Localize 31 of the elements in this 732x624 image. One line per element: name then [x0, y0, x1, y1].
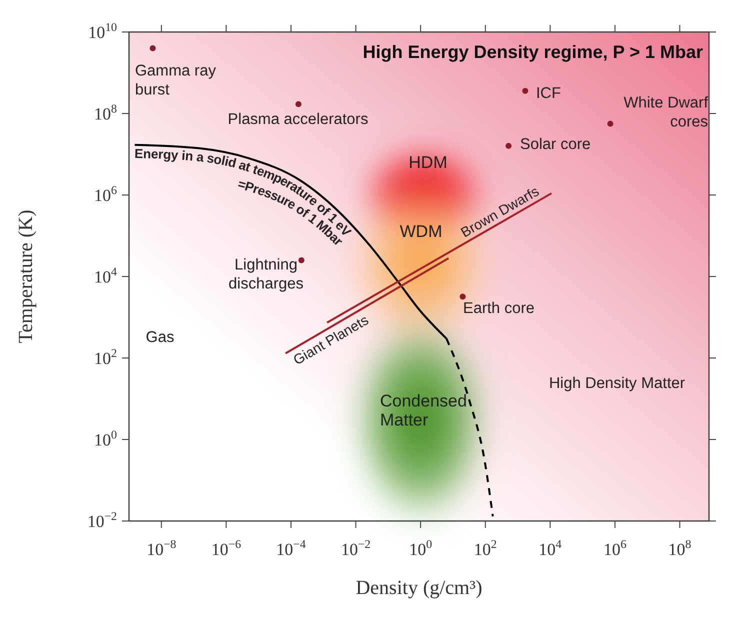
x-tick-label: 10$^{6}$: [603, 537, 626, 559]
annotation: Solar core: [520, 136, 591, 153]
y-tick-label: 10$^{10}$: [88, 20, 118, 42]
x-tick-label: 10$^{−6}$: [211, 537, 242, 559]
y-tick-label: 10$^{0}$: [94, 428, 118, 450]
annotation: Condensed Matter: [380, 392, 467, 430]
annotation: High Density Matter: [548, 375, 686, 392]
y-tick-label: 10$^{2}$: [94, 346, 118, 368]
x-tick-label: 10$^{8}$: [668, 537, 692, 559]
x-tick-label: 10$^{−2}$: [340, 537, 371, 559]
x-tick-label: 10$^{0}$: [409, 537, 432, 559]
annotation: Gas: [146, 329, 174, 346]
annotation: ICF: [536, 85, 561, 102]
annotation: Plasma accelerators: [228, 111, 368, 128]
annotation: Earth core: [463, 300, 535, 317]
x-tick-label: 10$^{−4}$: [276, 537, 306, 559]
annotation: Lightning discharges: [228, 256, 304, 292]
y-tick-label: 10$^{8}$: [94, 102, 118, 124]
text: High Energy Density regime, P > 1 Mbar: [362, 42, 703, 62]
x-axis-title: Density (g/cm³): [356, 577, 482, 599]
y-axis-title: Temperature (K): [15, 210, 37, 344]
y-tick-label: 10$^{−2}$: [87, 509, 118, 531]
annotation: Gamma ray burst: [135, 62, 216, 98]
annotation: HDM: [408, 153, 448, 172]
x-tick-label: 10$^{4}$: [538, 537, 562, 559]
annotation: White Dwarf cores: [624, 94, 709, 130]
y-tick-label: 10$^{6}$: [94, 183, 118, 205]
x-tick-label: 10$^{−8}$: [146, 537, 176, 559]
x-tick-label: 10$^{2}$: [474, 537, 497, 559]
annotation: WDM: [400, 222, 442, 241]
y-tick-label: 10$^{4}$: [94, 264, 118, 286]
